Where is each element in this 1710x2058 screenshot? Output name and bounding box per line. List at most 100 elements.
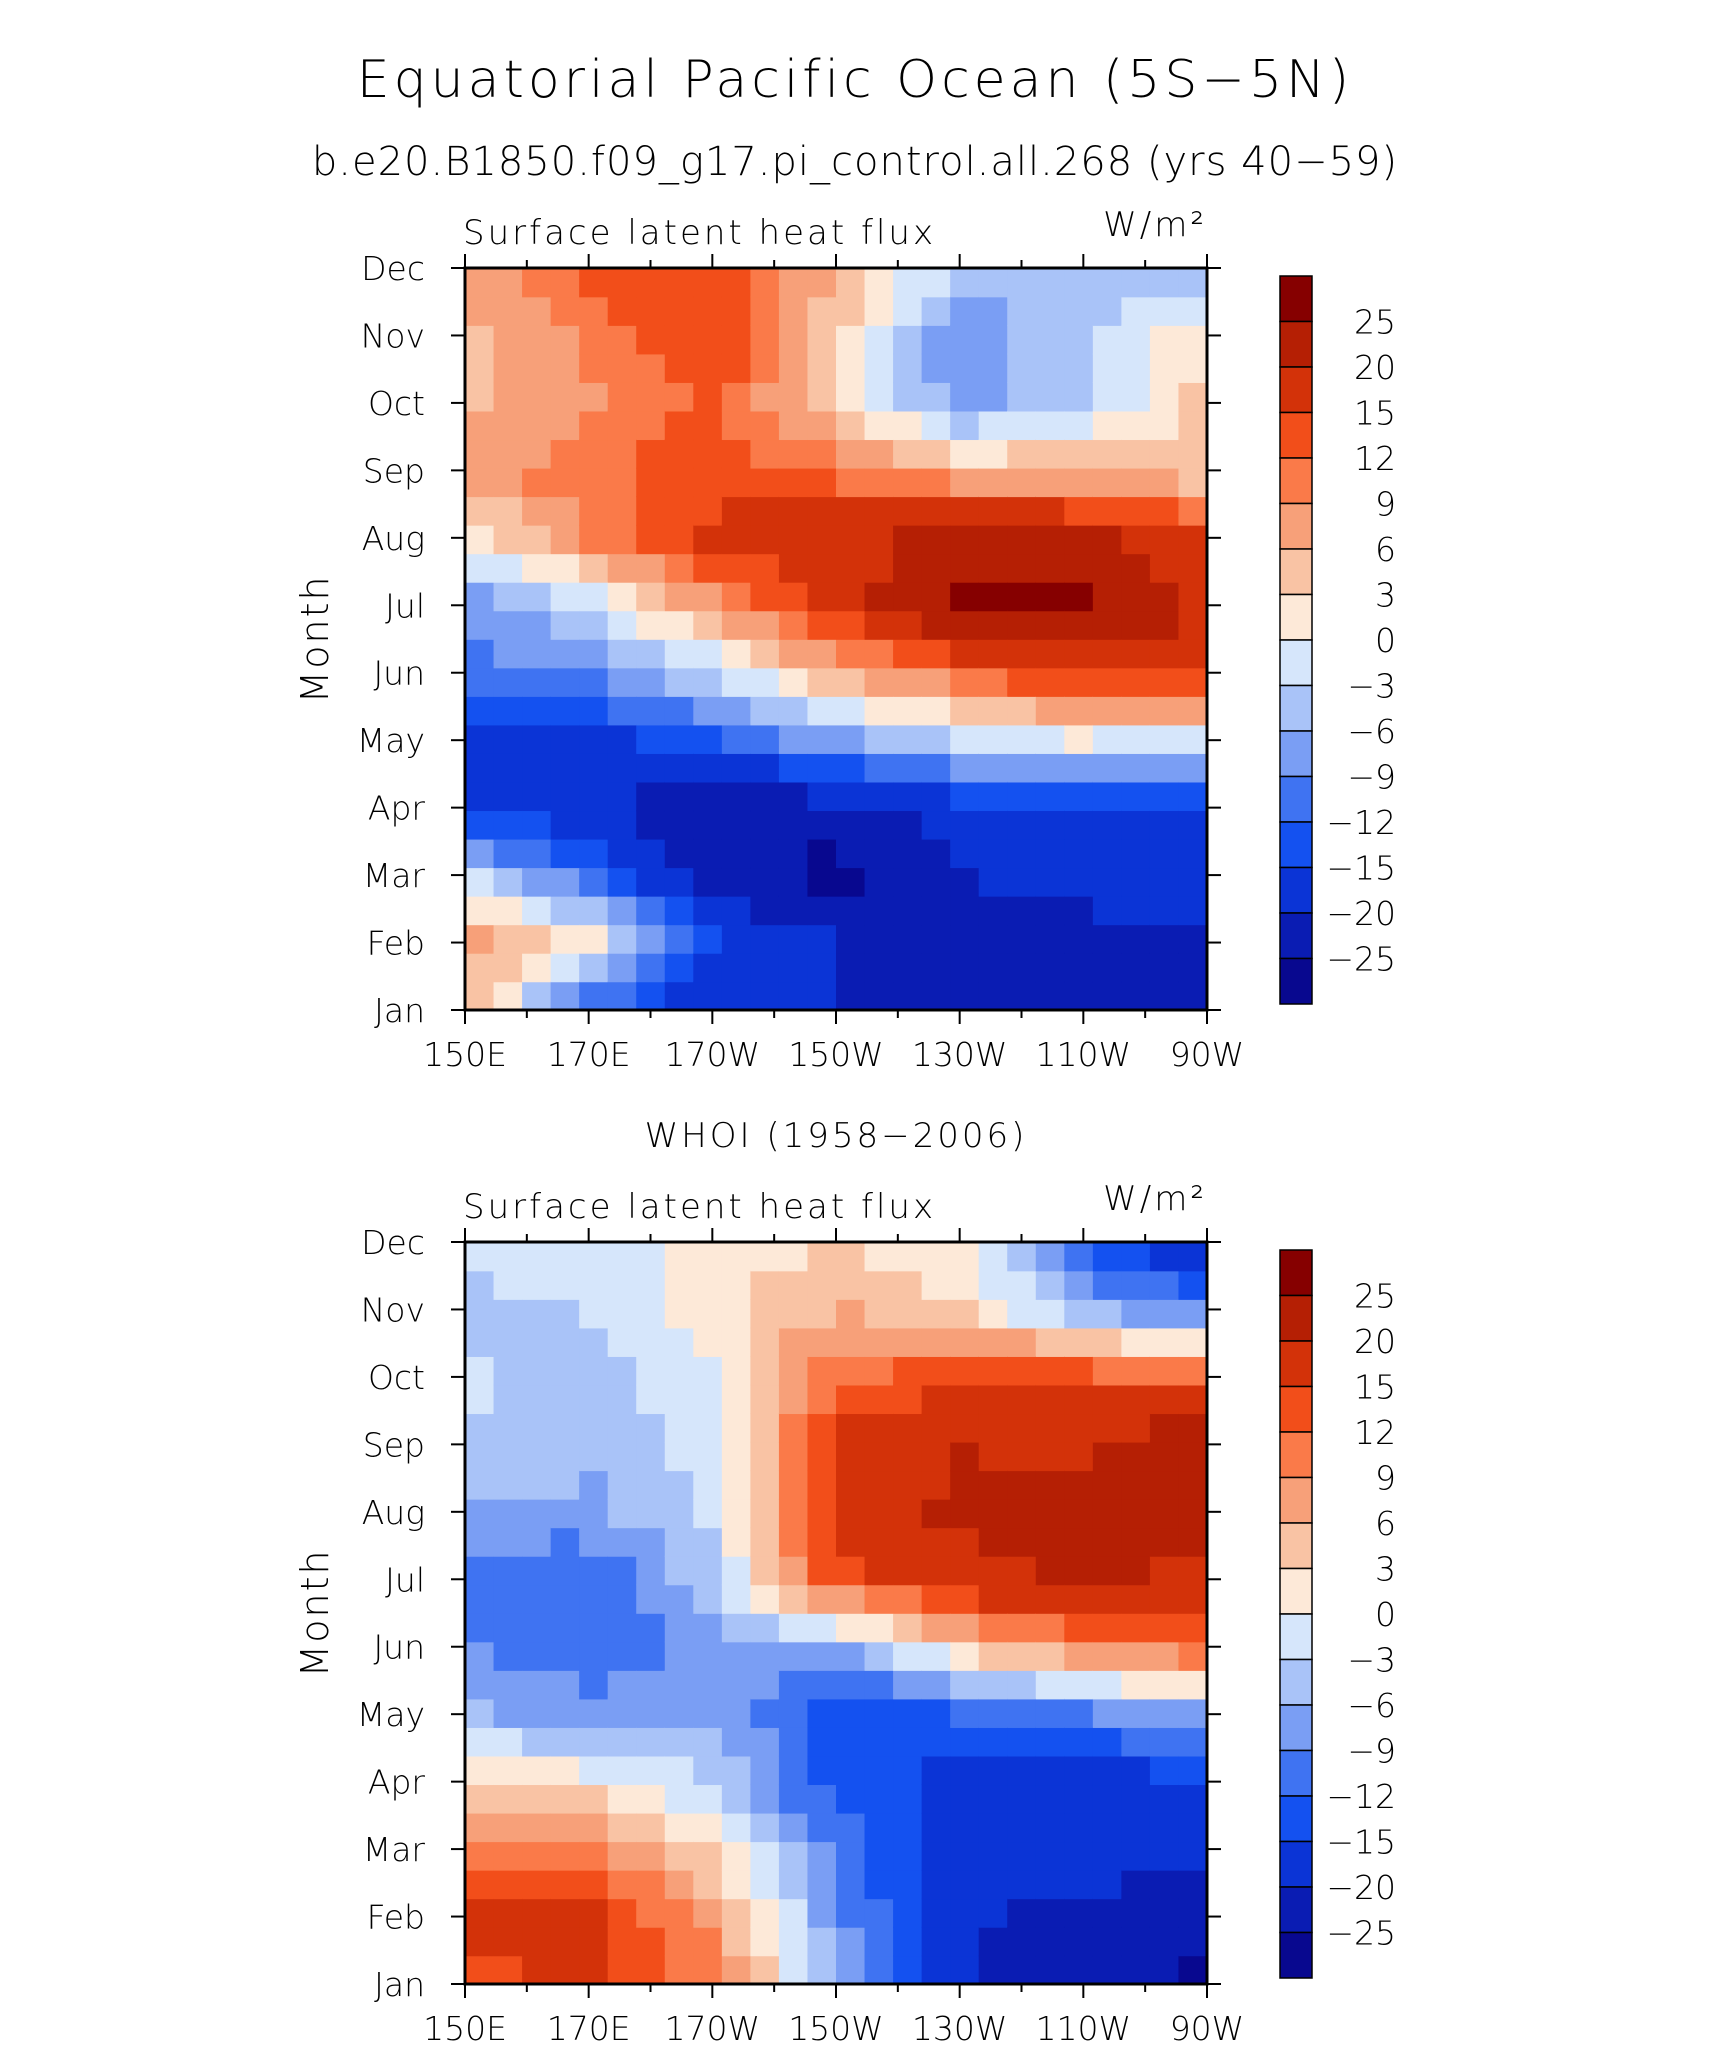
heatmap-cell xyxy=(978,1498,1009,1529)
heatmap-cell xyxy=(1149,439,1180,469)
heatmap-cell xyxy=(864,1812,894,1843)
heatmap-cell xyxy=(1178,1356,1207,1386)
heatmap-cell xyxy=(550,952,580,983)
heatmap-cell xyxy=(493,1727,523,1757)
heatmap-cell xyxy=(1092,1613,1123,1643)
heatmap-cell xyxy=(522,1670,552,1700)
heatmap-cell xyxy=(807,1327,837,1357)
heatmap-cell xyxy=(550,1841,580,1871)
heatmap-cell xyxy=(978,867,1009,897)
heatmap-cell xyxy=(579,1670,609,1700)
heatmap-cell xyxy=(1064,268,1094,298)
heatmap-cell xyxy=(522,1613,552,1643)
heatmap-cell xyxy=(1007,268,1037,298)
heatmap-cell xyxy=(1007,1527,1037,1557)
heatmap-cell xyxy=(1092,1242,1123,1272)
heatmap-cell xyxy=(950,467,980,498)
heatmap-cell xyxy=(921,325,951,355)
heatmap-cell xyxy=(579,1470,609,1500)
panel-model: Surface latent heat flux W/m² 150E 170E 17… xyxy=(293,205,1396,1074)
heatmap-cell xyxy=(1064,1299,1094,1329)
y-tick-label: Aug xyxy=(362,1493,425,1532)
heatmap-cell xyxy=(550,382,580,412)
heatmap-cell xyxy=(636,1727,666,1757)
heatmap-cell xyxy=(950,1755,980,1786)
heatmap-cell xyxy=(1092,1413,1123,1443)
heatmap-cell xyxy=(1064,639,1094,669)
heatmap-cell xyxy=(1035,353,1066,383)
heatmap-cell xyxy=(750,895,780,926)
heatmap-cell xyxy=(664,467,695,498)
heatmap-cell xyxy=(778,781,809,812)
heatmap-cell xyxy=(1121,553,1151,583)
heatmap-cell xyxy=(636,325,666,355)
heatmap-cell xyxy=(778,1784,809,1814)
heatmap-cell xyxy=(1007,1413,1037,1443)
heatmap-cell xyxy=(1121,810,1151,840)
colorbar-label: −12 xyxy=(1326,803,1396,842)
heatmap-cell xyxy=(1149,696,1180,726)
heatmap-cell xyxy=(893,696,923,726)
heatmap-cell xyxy=(550,895,580,926)
heatmap-cell xyxy=(750,496,780,526)
heatmap-cell xyxy=(978,1926,1009,1957)
heatmap-cell xyxy=(864,1498,894,1529)
heatmap-cell xyxy=(1092,1356,1123,1386)
heatmap-cell xyxy=(1035,1356,1066,1386)
heatmap-cell xyxy=(579,268,609,298)
heatmap-cell xyxy=(1035,1955,1066,1984)
heatmap-cell xyxy=(1064,838,1094,869)
heatmap-cell xyxy=(807,1898,837,1928)
heatmap-cell xyxy=(579,353,609,383)
heatmap-cell xyxy=(750,753,780,783)
heatmap-cell xyxy=(921,1784,951,1814)
heatmap-cell xyxy=(1064,1270,1094,1300)
heatmap-cell xyxy=(1178,1555,1207,1586)
heatmap-cell xyxy=(636,1498,666,1529)
heatmap-cell xyxy=(893,753,923,783)
heatmap-cell xyxy=(493,1841,523,1871)
colorbar-label: 3 xyxy=(1375,1550,1396,1589)
heatmap-cell xyxy=(950,924,980,954)
heatmap-cell xyxy=(978,325,1009,355)
heatmap-cell xyxy=(1035,1470,1066,1500)
heatmap-cell xyxy=(607,467,638,498)
colorbar-label: 15 xyxy=(1354,394,1396,433)
heatmap-cell xyxy=(721,1670,752,1700)
heatmap-cell xyxy=(778,952,809,983)
heatmap-cell xyxy=(893,1384,923,1415)
heatmap-cell xyxy=(836,924,866,954)
y-tick-label: Nov xyxy=(361,1290,425,1329)
heatmap-cell xyxy=(1035,838,1066,869)
heatmap-cell xyxy=(836,1641,866,1671)
heatmap-cell xyxy=(607,639,638,669)
heatmap-cell xyxy=(721,1955,752,1984)
heatmap-cell xyxy=(579,1755,609,1786)
heatmap-cell xyxy=(778,1755,809,1786)
heatmap-cell xyxy=(1178,382,1207,412)
heatmap-cell xyxy=(693,724,723,754)
heatmap-cell xyxy=(465,1413,495,1443)
heatmap-cell xyxy=(750,952,780,983)
heatmap-cell xyxy=(693,439,723,469)
heatmap-cell xyxy=(636,724,666,754)
heatmap-cell xyxy=(1007,353,1037,383)
heatmap-cell xyxy=(607,1527,638,1557)
heatmap-cell xyxy=(522,1955,552,1984)
heatmap-cell xyxy=(465,496,495,526)
heatmap-cell xyxy=(1092,1698,1123,1728)
heatmap-cell xyxy=(1007,1926,1037,1957)
heatmap-cell xyxy=(1178,696,1207,726)
heatmap-cell xyxy=(1121,496,1151,526)
heatmap-cell xyxy=(1007,895,1037,926)
heatmap-cell xyxy=(864,439,894,469)
heatmap-cell xyxy=(864,1841,894,1871)
heatmap-cell xyxy=(1064,553,1094,583)
heatmap-cell xyxy=(721,981,752,1010)
heatmap-cell xyxy=(778,382,809,412)
heatmap-cell xyxy=(636,810,666,840)
heatmap-cell xyxy=(807,410,837,441)
heatmap-cell xyxy=(1121,1898,1151,1928)
heatmap-cell xyxy=(921,553,951,583)
